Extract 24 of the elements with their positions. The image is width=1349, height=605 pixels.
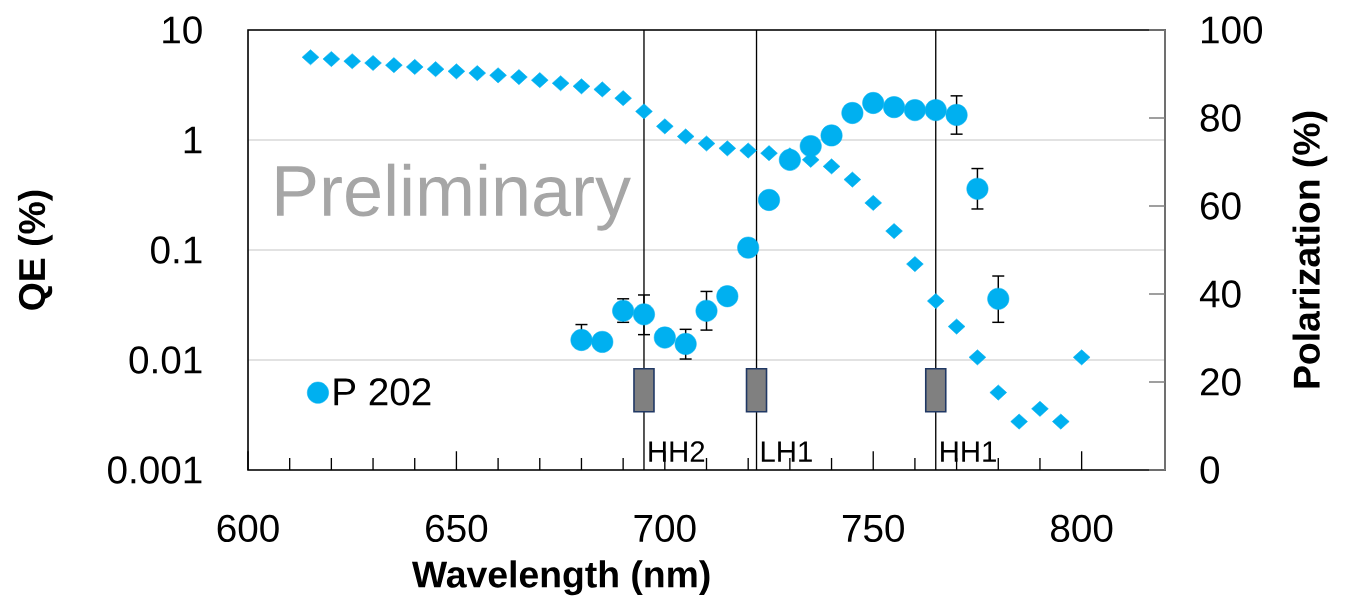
x-tick-label: 800	[1051, 514, 1113, 543]
y2-tick-label: 60	[1201, 192, 1241, 220]
x-axis-title: Wavelength (nm)	[411, 560, 710, 596]
ref-line-label: HH1	[941, 441, 996, 462]
x-tick-label: 650	[426, 514, 488, 543]
y2-tick-label: 80	[1200, 104, 1241, 132]
y-tick-label: 10	[163, 16, 202, 44]
ref-line-label: HH2	[649, 441, 705, 462]
x-tick-label: 750	[842, 514, 904, 543]
y2-axis-title: Polarization (%)	[1292, 111, 1328, 388]
legend-label: P 202	[334, 378, 431, 406]
y-axis-title: QE (%)	[17, 190, 53, 310]
x-tick-label: 700	[634, 514, 696, 543]
y-tick-label: 0.1	[151, 236, 202, 264]
y2-tick-label: 40	[1199, 280, 1241, 308]
y-tick-label: 0.01	[129, 346, 202, 374]
ref-line-label: LH1	[761, 441, 812, 462]
annotation: Preliminary	[276, 163, 631, 231]
y-tick-label: 0.001	[108, 456, 202, 484]
y2-tick-label: 0	[1200, 456, 1220, 484]
y2-tick-label: 100	[1202, 16, 1263, 44]
x-tick-label: 600	[217, 514, 279, 543]
y-tick-label: 1	[184, 126, 202, 154]
y2-tick-label: 20	[1201, 368, 1241, 396]
